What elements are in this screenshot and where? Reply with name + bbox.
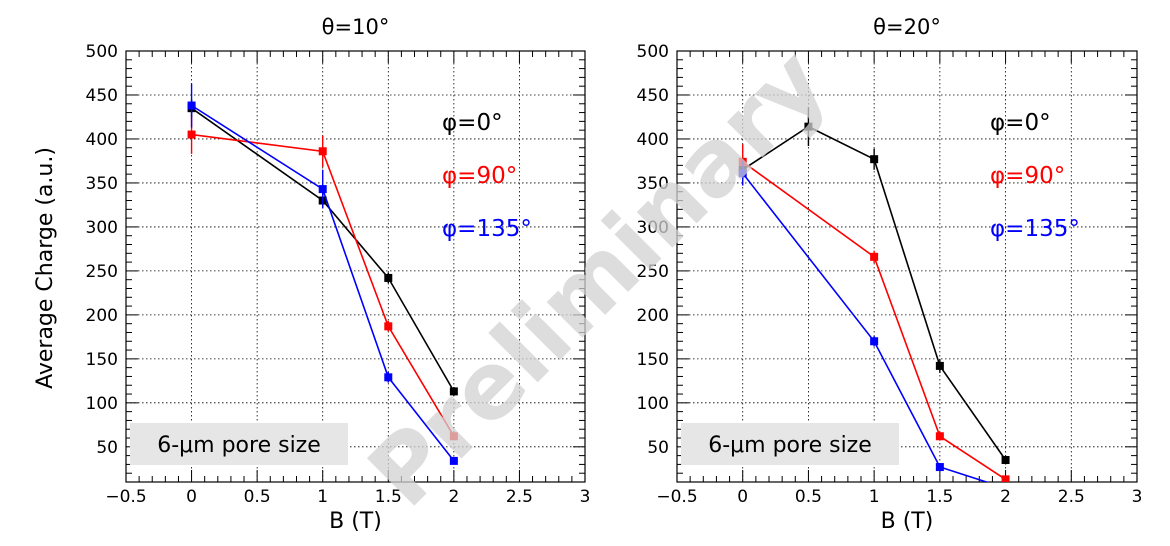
series-line	[742, 161, 1007, 481]
y-axis-title: Average Charge (a.u.)	[33, 147, 58, 389]
data-point	[935, 432, 944, 441]
x-tick-label: 1.5	[375, 487, 402, 507]
x-tick-label: 1.5	[926, 487, 953, 507]
y-tick-label: 100	[86, 394, 118, 414]
y-tick-label: 300	[637, 218, 669, 238]
data-point	[870, 337, 879, 346]
x-tick-label: 2	[448, 487, 459, 507]
data-point	[449, 456, 458, 465]
data-point	[384, 273, 393, 282]
plot-frame	[125, 50, 586, 483]
data-point	[187, 130, 196, 139]
data-point	[1001, 475, 1010, 482]
y-tick-label: 50	[96, 438, 118, 458]
x-tick-label: 1	[869, 487, 880, 507]
annotation-box	[681, 423, 899, 465]
x-tick-label: 0	[186, 487, 197, 507]
y-tick-label: 450	[86, 86, 118, 106]
data-point	[187, 101, 196, 110]
annotation-box	[130, 423, 348, 465]
data-point	[935, 361, 944, 370]
y-tick-label: 500	[637, 42, 669, 62]
y-tick-label: 200	[637, 306, 669, 326]
pore-size-annotation: 6-μm pore size	[681, 423, 899, 465]
data-point	[318, 147, 327, 156]
legend-entry: φ=90°	[442, 163, 517, 189]
x-tick-label: 0.5	[244, 487, 271, 507]
y-tick-label: 50	[647, 438, 669, 458]
x-tick-label: 3	[1132, 487, 1143, 507]
y-tick-label: 500	[86, 42, 118, 62]
legend-entry: φ=90°	[990, 163, 1065, 189]
x-axis-title: B (T)	[881, 509, 934, 534]
data-point	[449, 432, 458, 441]
data-layer	[187, 83, 458, 465]
data-point	[935, 463, 944, 472]
x-tick-label: −0.5	[656, 487, 697, 507]
y-tick-label: 350	[637, 174, 669, 194]
x-tick-label: 2.5	[506, 487, 533, 507]
x-tick-label: 2	[1000, 487, 1011, 507]
data-point	[870, 252, 879, 261]
x-tick-label: 3	[580, 487, 591, 507]
data-point	[318, 185, 327, 194]
data-point	[738, 169, 747, 178]
x-tick-label: 0	[737, 487, 748, 507]
y-tick-label: 250	[637, 262, 669, 282]
panel-title: θ=10°	[322, 15, 390, 39]
x-tick-label: 2.5	[1058, 487, 1085, 507]
annotation-text: 6-μm pore size	[157, 433, 321, 458]
panel-title: θ=20°	[873, 15, 941, 39]
data-point	[384, 322, 393, 331]
y-tick-label: 400	[86, 130, 118, 150]
annotation-text: 6-μm pore size	[708, 433, 872, 458]
x-tick-label: 0.5	[795, 487, 822, 507]
data-layer	[738, 107, 1010, 482]
legend-entry: φ=135°	[990, 216, 1080, 242]
y-tick-label: 300	[86, 218, 118, 238]
y-tick-label: 150	[637, 350, 669, 370]
y-tick-label: 450	[637, 86, 669, 106]
x-tick-label: −0.5	[105, 487, 146, 507]
legend-entry: φ=135°	[442, 216, 532, 242]
data-point	[449, 387, 458, 396]
x-axis-title: B (T)	[329, 509, 382, 534]
plot-frame	[676, 50, 1138, 483]
series-line	[742, 125, 1007, 461]
pore-size-annotation: 6-μm pore size	[130, 423, 348, 465]
data-point	[384, 373, 393, 382]
x-tick-label: 1	[317, 487, 328, 507]
series-line	[191, 133, 455, 437]
series-line	[742, 172, 989, 482]
y-tick-label: 250	[86, 262, 118, 282]
y-tick-label: 200	[86, 306, 118, 326]
data-point	[804, 122, 813, 131]
legend-entry: φ=0°	[990, 110, 1051, 136]
series-line	[191, 104, 455, 462]
data-point	[1001, 456, 1010, 465]
data-point	[870, 155, 879, 164]
chart-panel-2: −0.5 0 0.5 1 1.5 2 2.5 350100150200250300350400…	[637, 15, 1143, 534]
chart-panel-1: −0.5 0 0.5 1 1.5 2 2.5 350100150200250300350400…	[86, 15, 591, 534]
y-tick-label: 400	[637, 130, 669, 150]
y-tick-label: 150	[86, 350, 118, 370]
y-tick-label: 100	[637, 394, 669, 414]
y-tick-label: 350	[86, 174, 118, 194]
legend-entry: φ=0°	[442, 110, 503, 136]
